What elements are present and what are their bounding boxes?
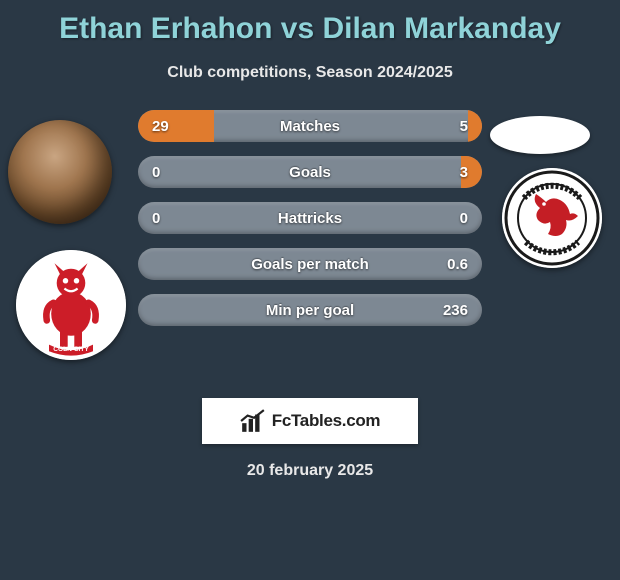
footer-date: 20 february 2025 xyxy=(0,462,620,480)
stat-value-right: 5 xyxy=(460,110,468,142)
stat-value-right: 0 xyxy=(460,202,468,234)
comparison-content: COLN CITY 29Matches50Goals30Hattricks0Go… xyxy=(0,110,620,370)
stat-row: Goals per match0.6 xyxy=(138,248,482,280)
stat-right-fill xyxy=(461,156,482,188)
stat-value-left: 0 xyxy=(152,202,160,234)
stat-row: Min per goal236 xyxy=(138,294,482,326)
stat-right-fill xyxy=(468,110,482,142)
svg-text:COLN CITY: COLN CITY xyxy=(53,346,89,353)
comparison-subtitle: Club competitions, Season 2024/2025 xyxy=(0,64,620,82)
stat-bars: 29Matches50Goals30Hattricks0Goals per ma… xyxy=(138,110,482,340)
stat-label: Goals xyxy=(138,156,482,188)
stat-label: Hattricks xyxy=(138,202,482,234)
brand-logo: FcTables.com xyxy=(202,398,418,444)
stat-value-right: 236 xyxy=(443,294,468,326)
stat-left-fill xyxy=(138,110,214,142)
player-right-avatar-placeholder xyxy=(490,116,590,154)
stat-row: 0Hattricks0 xyxy=(138,202,482,234)
stat-value-right: 0.6 xyxy=(447,248,468,280)
player-left-avatar xyxy=(8,120,112,224)
bar-chart-icon xyxy=(240,408,266,434)
stat-row: 0Goals3 xyxy=(138,156,482,188)
stat-value-left: 0 xyxy=(152,156,160,188)
stat-row: 29Matches5 xyxy=(138,110,482,142)
comparison-title: Ethan Erhahon vs Dilan Markanday xyxy=(0,0,620,46)
stat-label: Goals per match xyxy=(138,248,482,280)
stat-label: Min per goal xyxy=(138,294,482,326)
club-right-crest xyxy=(502,168,602,268)
brand-text: FcTables.com xyxy=(272,411,381,431)
club-left-crest: COLN CITY xyxy=(16,250,126,360)
